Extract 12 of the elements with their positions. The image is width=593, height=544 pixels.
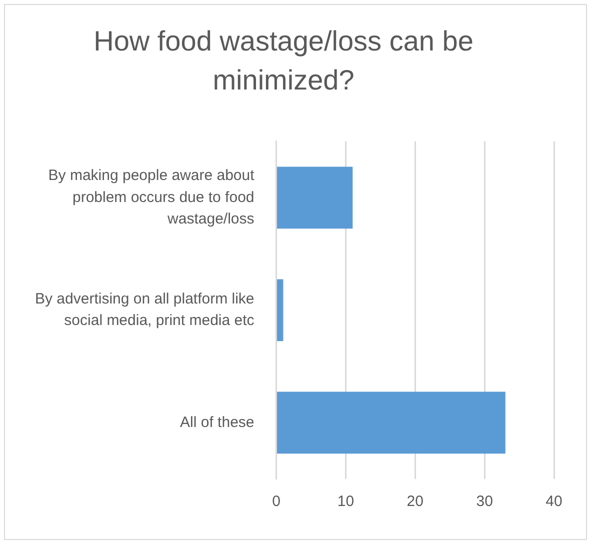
bar [277, 279, 284, 342]
x-tick-label: 0 [272, 493, 280, 510]
chart-title: How food wastage/loss can be minimized? [94, 25, 474, 96]
x-tick-label: 40 [546, 493, 562, 510]
x-tick-label: 30 [476, 493, 493, 510]
y-tick-label: By advertising on all platform like social media, print media etc [35, 290, 255, 330]
bar [277, 166, 353, 229]
y-tick-label: All of these [180, 414, 254, 431]
x-tick-label: 10 [337, 493, 354, 510]
x-tick-label: 20 [406, 493, 424, 510]
bar [277, 392, 506, 454]
y-tick-label: By making people aware about problem occurs due to food wastage/loss [48, 167, 256, 228]
